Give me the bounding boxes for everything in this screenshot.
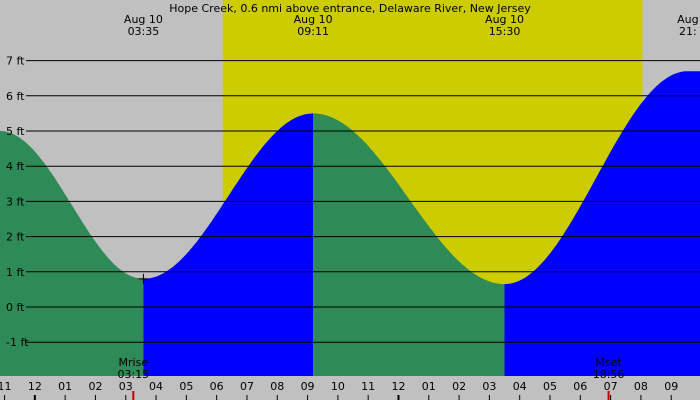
x-tick-label: 03: [482, 380, 496, 393]
moon-event-label: Mrise: [119, 356, 149, 369]
chart-title: Hope Creek, 0.6 nmi above entrance, Dela…: [169, 2, 531, 15]
tide-event-time: 15:30: [489, 25, 521, 38]
x-tick-label: 08: [270, 380, 284, 393]
x-tick-label: 09: [301, 380, 315, 393]
x-tick-label: 04: [149, 380, 163, 393]
moon-event-time: 18:56: [593, 368, 625, 381]
tide-event-time: 09:11: [297, 25, 329, 38]
x-tick-label: 02: [88, 380, 102, 393]
y-tick-label: 5 ft: [6, 125, 25, 138]
x-tick-label: 12: [391, 380, 405, 393]
x-tick-label: 09: [664, 380, 678, 393]
y-tick-label: 2 ft: [6, 231, 25, 244]
x-tick-label: 07: [604, 380, 618, 393]
tide-event-date: Aug 10: [124, 13, 163, 26]
x-tick-label: 10: [331, 380, 345, 393]
y-tick-label: -1 ft: [6, 336, 29, 349]
tide-event-date: Aug 10: [485, 13, 524, 26]
x-tick-label: 08: [634, 380, 648, 393]
tide-rising-area-4: [504, 71, 700, 376]
x-tick-label: 02: [452, 380, 466, 393]
x-tick-label: 07: [240, 380, 254, 393]
y-tick-label: 0 ft: [6, 301, 25, 314]
gridlines: [26, 60, 700, 343]
x-tick-label: 06: [210, 380, 224, 393]
x-tick-label: 01: [58, 380, 72, 393]
x-tick-label: 11: [361, 380, 375, 393]
x-tick-label: 01: [422, 380, 436, 393]
y-tick-label: 3 ft: [6, 195, 25, 208]
y-tick-label: 1 ft: [6, 266, 25, 279]
tide-event-date: Aug 10: [294, 13, 333, 26]
y-tick-label: 7 ft: [6, 55, 25, 68]
moon-event-time: 03:15: [117, 368, 149, 381]
tide-falling-area-1: [0, 131, 144, 376]
tide-areas: [0, 71, 700, 377]
x-tick-label: 11: [0, 380, 12, 393]
tide-falling-area-3: [313, 113, 505, 377]
x-tick-labels: 11 12 01 02 03 04 05 06 07 08 09 10 11 12 01 02 03 04 05 06…: [0, 380, 678, 400]
moon-event-label: Mset: [595, 356, 622, 369]
x-tick-label: 03: [119, 380, 133, 393]
x-tick-label: 05: [543, 380, 557, 393]
y-tick-label: 4 ft: [6, 160, 25, 173]
x-tick-label: 04: [513, 380, 527, 393]
tide-event-time: 21:: [679, 25, 697, 38]
x-tick-label: 06: [573, 380, 587, 393]
y-tick-label: 6 ft: [6, 90, 25, 103]
x-tick-label: 05: [179, 380, 193, 393]
tide-event-time: 03:35: [128, 25, 160, 38]
y-tick-labels: 7 ft 6 ft 5 ft 4 ft 3 ft 2 ft 1 ft 0 ft -1 ft: [6, 55, 29, 350]
tide-event-date: Aug: [677, 13, 698, 26]
x-tick-label: 12: [28, 380, 42, 393]
tide-rising-area-2: [143, 113, 314, 377]
